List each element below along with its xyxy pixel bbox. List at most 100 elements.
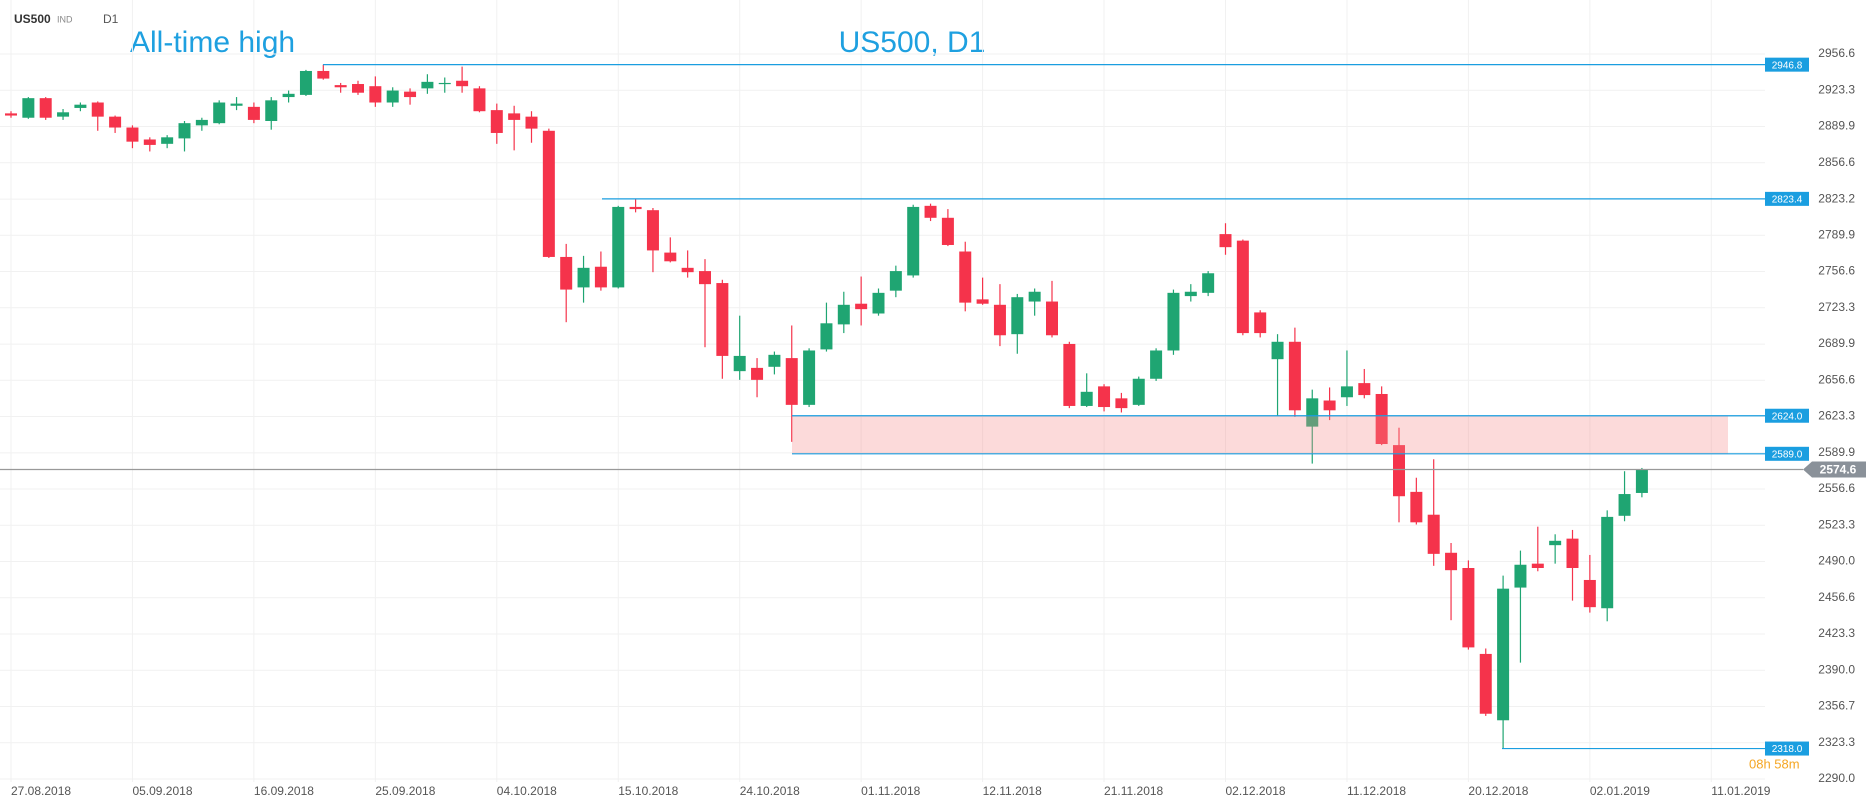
level-tag <box>1765 191 1809 206</box>
candle-body <box>1011 297 1024 335</box>
candle-body <box>924 205 937 218</box>
candle-body <box>1445 552 1458 571</box>
y-tick-label: 2623.3 <box>1818 409 1855 423</box>
candle-body <box>577 267 590 288</box>
x-tick-label: 21.11.2018 <box>1104 784 1163 798</box>
candle-body <box>612 206 625 288</box>
y-tick-label: 2823.2 <box>1818 191 1855 205</box>
candle-body <box>699 271 711 285</box>
candle-body <box>1549 540 1562 546</box>
y-tick-label: 2456.6 <box>1818 590 1855 604</box>
candle-body <box>716 283 729 356</box>
candle-body <box>317 70 330 79</box>
level-tag <box>1765 446 1809 461</box>
candle-body <box>1618 494 1631 516</box>
candle-body <box>1132 378 1145 405</box>
x-tick-label: 27.08.2018 <box>11 784 71 798</box>
candle-body <box>1393 445 1405 497</box>
market[interactable]: IND <box>57 14 73 24</box>
candle-body <box>334 85 347 88</box>
candle-body <box>872 292 885 314</box>
candle-body <box>1497 588 1510 721</box>
y-tick-label: 2356.7 <box>1818 699 1855 713</box>
last-price-label: 2574.6 <box>1820 463 1857 477</box>
candle-body <box>993 304 1006 336</box>
chart-title: US500, D1 <box>839 26 986 59</box>
y-tick-label: 2656.6 <box>1818 372 1855 386</box>
candle-body <box>369 86 382 103</box>
y-tick-label: 2723.3 <box>1818 300 1855 314</box>
candle-body <box>594 266 607 288</box>
candle-body <box>681 267 694 273</box>
x-tick-label: 16.09.2018 <box>254 784 314 798</box>
y-tick-label: 2589.9 <box>1818 445 1855 459</box>
x-tick-label: 25.09.2018 <box>375 784 435 798</box>
x-tick-label: 05.09.2018 <box>132 784 192 798</box>
candle-body <box>542 130 555 257</box>
candle-body <box>1202 273 1215 293</box>
candle-body <box>39 98 52 118</box>
zone <box>792 415 1728 454</box>
candle-body <box>1410 491 1423 523</box>
candle-body <box>404 91 417 98</box>
x-tick-label: 24.10.2018 <box>740 784 800 798</box>
candle-body <box>1514 564 1527 588</box>
candle-body <box>386 90 399 103</box>
candle-body <box>178 123 191 139</box>
x-tick-label: 15.10.2018 <box>618 784 678 798</box>
candle-body <box>1046 301 1058 336</box>
y-tick-label: 2923.3 <box>1818 82 1855 96</box>
candle-body <box>907 206 920 276</box>
candle-body <box>1306 398 1319 427</box>
timeframe[interactable]: D1 <box>103 12 119 26</box>
x-tick-label: 02.12.2018 <box>1226 784 1286 798</box>
candle-body <box>473 88 486 112</box>
y-tick-label: 2856.6 <box>1818 155 1855 169</box>
candle-body <box>5 113 17 116</box>
y-tick-label: 2956.6 <box>1818 46 1855 60</box>
candle-body <box>91 102 104 117</box>
candle-body <box>837 304 850 325</box>
y-tick-label: 2290.0 <box>1818 771 1855 785</box>
candle-body <box>230 103 243 106</box>
x-tick-label: 01.11.2018 <box>861 784 920 798</box>
candle-body <box>525 116 538 129</box>
candle-body <box>1098 386 1111 408</box>
candle-body <box>282 93 295 98</box>
level-label: 2589.0 <box>1772 449 1803 460</box>
y-tick-label: 2689.9 <box>1818 336 1855 350</box>
candle-body <box>143 139 156 145</box>
candle-body <box>74 104 87 108</box>
candle-body <box>421 81 434 89</box>
candle-body <box>941 217 954 245</box>
candle-body <box>733 355 746 372</box>
candle-body <box>855 303 868 310</box>
level-label: 2946.8 <box>1772 60 1803 71</box>
y-tick-label: 2756.6 <box>1818 264 1855 278</box>
candle-body <box>751 367 764 380</box>
y-tick-label: 2789.9 <box>1818 227 1855 241</box>
candle-body <box>1254 312 1267 334</box>
candle-body <box>1080 391 1093 406</box>
y-tick-label: 2390.0 <box>1818 662 1855 676</box>
x-tick-label: 11.01.2019 <box>1711 784 1770 798</box>
candle-body <box>1184 291 1197 297</box>
x-tick-label: 12.11.2018 <box>983 784 1042 798</box>
symbol[interactable]: US500 <box>14 12 51 26</box>
candle-body <box>22 98 35 118</box>
candle-body <box>247 106 260 120</box>
candle-body <box>1288 341 1301 411</box>
candle-body <box>803 350 816 405</box>
y-tick-label: 2523.3 <box>1818 517 1855 531</box>
candle-body <box>820 323 833 350</box>
candle-body <box>1358 383 1371 396</box>
candle-body <box>1566 538 1579 569</box>
last-price-tag <box>1803 461 1866 478</box>
y-tick-label: 2889.9 <box>1818 119 1855 133</box>
candle-body <box>646 210 659 251</box>
candle-body <box>299 70 312 95</box>
candle-body <box>438 82 451 85</box>
level-tag <box>1765 408 1809 423</box>
y-tick-label: 2490.0 <box>1818 554 1855 568</box>
